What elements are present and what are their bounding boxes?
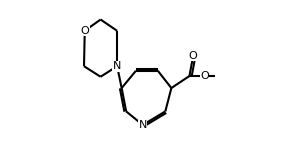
Text: N: N: [113, 61, 121, 71]
Text: O: O: [200, 71, 209, 81]
Text: O: O: [80, 26, 89, 36]
Text: N: N: [139, 120, 147, 130]
Text: O: O: [189, 51, 197, 61]
